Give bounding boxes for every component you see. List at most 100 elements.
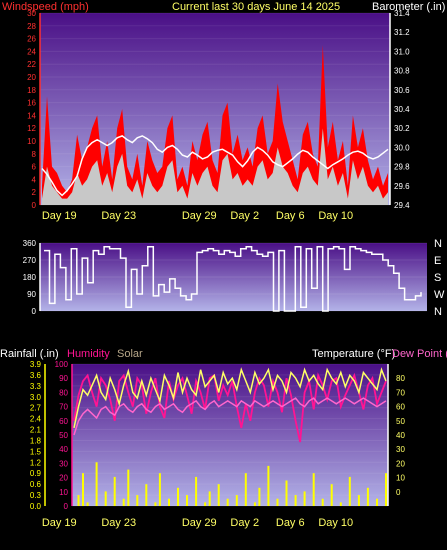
humidity-tick-label: 20 [59,474,68,483]
rainfall-tick-label: 3.9 [30,360,42,369]
panel3-date-label: Day 10 [318,517,353,529]
rainfall-bar [127,469,130,506]
rainfall-bar [267,465,270,506]
windspeed-tick-label: 12 [27,124,36,133]
rainfall-bar [154,502,157,506]
windspeed-tick-label: 18 [27,86,36,95]
barometer-series [41,135,389,197]
rainfall-bar [95,462,98,506]
temperature-axis-title: Temperature (°F) [312,348,395,360]
temperature-tick-label: 60 [396,403,405,412]
humidity-tick-label: 10 [59,488,68,497]
solar-legend: Solar [117,348,143,360]
windspeed-tick-label: 0 [32,201,37,210]
direction-degree-label: 180 [23,273,37,282]
rainfall-bar [339,502,342,506]
windspeed-tick-label: 4 [32,175,37,184]
rainfall-tick-label: 0.9 [30,469,42,478]
rainfall-tick-label: 2.7 [30,404,42,413]
humidity-tick-label: 0 [64,502,69,511]
windspeed-tick-label: 10 [27,137,36,146]
humidity-tick-label: 50 [59,431,68,440]
rainfall-tick-label: 0.0 [30,502,42,511]
windspeed-tick-label: 8 [32,150,37,159]
compass-label: E [434,255,441,267]
barometer-tick-label: 31.2 [394,28,410,37]
barometer-tick-label: 30.6 [394,86,410,95]
rainfall-bar [330,484,333,506]
temperature-tick-label: 70 [396,388,405,397]
rainfall-bar [204,502,207,506]
rainfall-bar [253,502,256,506]
panel1-date-label: Day 29 [182,210,217,222]
barometer-tick-label: 29.6 [394,182,410,191]
humidity-tick-label: 70 [59,403,68,412]
humidity-series [73,372,387,443]
rainfall-bar [177,487,179,506]
temperature-tick-label: 40 [396,431,405,440]
panel1-date-label: Day 23 [101,210,136,222]
humidity-tick-label: 30 [59,459,68,468]
rainfall-tick-label: 2.4 [30,415,42,424]
windspeed-series [42,45,388,205]
rainfall-bar [77,495,80,506]
rainfall-bar [186,495,188,506]
barometer-axis-title: Barometer (.in) [372,1,445,13]
rainfall-bar [357,495,360,506]
barometer-tick-label: 30.0 [394,143,410,152]
windspeed-tick-label: 2 [32,188,37,197]
barometer-tick-label: 31.0 [394,47,410,56]
gust-series [42,128,388,205]
temperature-tick-label: 0 [396,488,401,497]
windspeed-tick-label: 14 [27,111,36,120]
panel3-date-label: Day 23 [101,517,136,529]
rainfall-bar [113,476,116,506]
rainfall-bar [145,484,148,506]
temp-humidity-rain-panel: 0.0 0.3 0.6 0.9 1.2 1.5 1.82.1 2.4 2.7 3.0 3.3 3.6 3… [30,360,406,529]
rainfall-tick-label: 0.3 [30,491,42,500]
rainfall-bar [104,491,107,506]
rainfall-bar [235,495,238,506]
rainfall-bar [312,473,315,506]
direction-degree-label: 360 [23,239,37,248]
rainfall-axis-title: Rainfall (.in) [0,348,59,360]
barometer-tick-label: 30.8 [394,67,410,76]
wind-direction-series [44,246,422,312]
barometer-tick-label: 29.4 [394,201,410,210]
rainfall-tick-label: 0.6 [30,480,42,489]
rainfall-bar [294,495,297,506]
humidity-tick-label: 90 [59,374,68,383]
windspeed-tick-label: 24 [27,47,36,56]
rainfall-tick-label: 3.6 [30,371,42,380]
rainfall-tick-label: 3.0 [30,393,42,402]
chart-title: Current last 30 days June 14 2025 [172,1,340,13]
barometer-tick-label: 31.4 [394,9,410,18]
rainfall-bar [86,502,89,506]
rainfall-bar [321,498,324,506]
rainfall-bar [258,487,261,506]
rainfall-bar [158,473,161,506]
rainfall-bar [168,498,170,506]
compass-label: S [434,272,441,284]
panel3-date-label: Day 6 [276,517,305,529]
humidity-tick-label: 100 [55,360,69,369]
rainfall-bar [217,484,220,506]
direction-degree-label: 270 [23,256,37,265]
rainfall-bar [244,473,247,506]
rainfall-bar [136,495,139,506]
rainfall-bar [208,491,211,506]
windspeed-tick-label: 16 [27,99,36,108]
rainfall-bar [195,476,198,506]
barometer-tick-label: 30.4 [394,105,410,114]
compass-label: N [434,306,442,318]
humidity-tick-label: 60 [59,417,68,426]
compass-label: N [434,238,442,250]
direction-degree-label: 90 [27,290,36,299]
rainfall-bar [376,498,378,506]
rainfall-bar [348,476,351,506]
temperature-tick-label: 10 [396,474,405,483]
dewpoint-axis-title: Dew Point ( [392,348,447,360]
rainfall-tick-label: 2.1 [30,426,42,435]
